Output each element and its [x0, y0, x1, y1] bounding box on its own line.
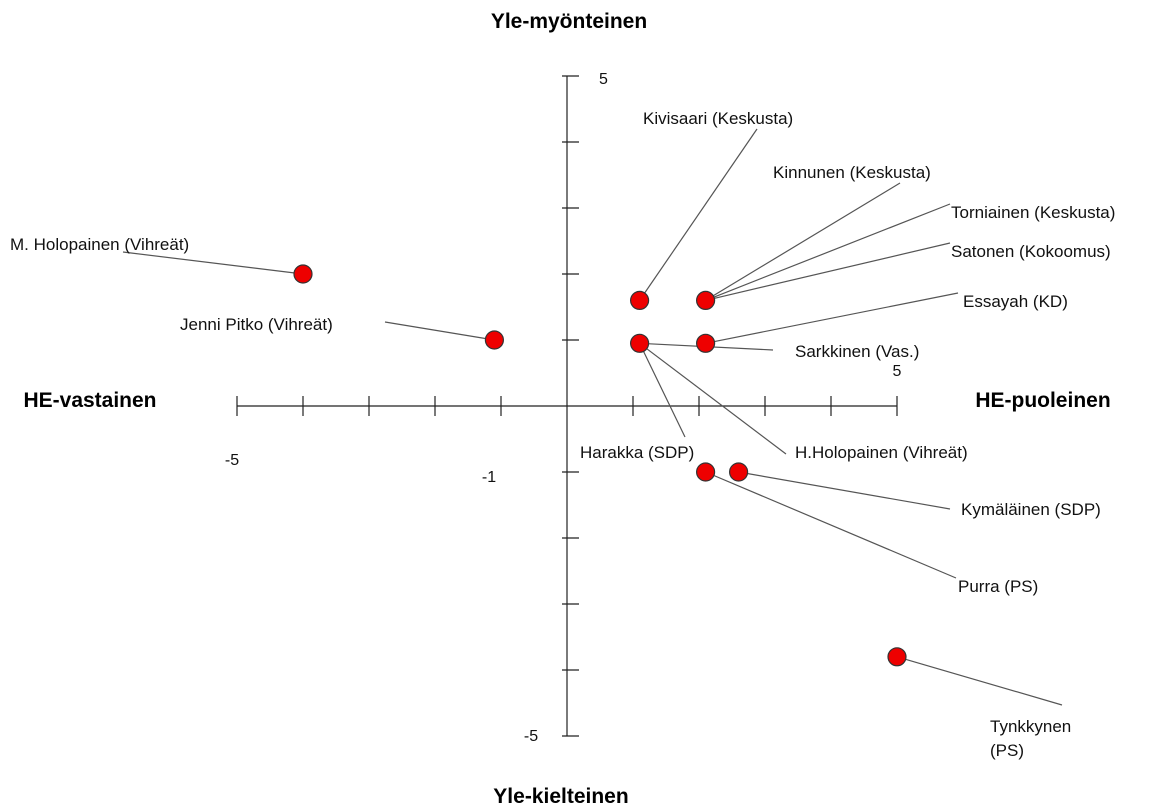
point-label: H.Holopainen (Vihreät)	[795, 443, 968, 462]
data-points	[293, 264, 907, 667]
point-label-line2: (PS)	[990, 741, 1024, 760]
y-tick-label-min: -5	[524, 728, 538, 745]
point-label: Kinnunen (Keskusta)	[773, 163, 931, 182]
data-point	[629, 290, 650, 310]
leader-line	[705, 203, 951, 301]
y-tick-label-minus-one: -1	[482, 469, 496, 486]
point-label: Essayah (KD)	[963, 292, 1068, 311]
point-label: Torniainen (Keskusta)	[951, 203, 1115, 222]
pole-label-left: HE-vastainen	[23, 389, 156, 412]
pole-label-top: Yle-myönteinen	[491, 10, 647, 33]
leader-line	[639, 342, 787, 455]
y-tick-label-max: 5	[599, 71, 608, 88]
leader-line	[122, 251, 304, 275]
data-point	[484, 330, 504, 350]
point-label: Harakka (SDP)	[580, 443, 694, 462]
leader-lines	[122, 128, 1063, 706]
x-tick-label-max: 5	[893, 363, 902, 380]
leader-line	[705, 182, 901, 301]
point-label: Kivisaari (Keskusta)	[643, 109, 793, 128]
pole-label-right: HE-puoleinen	[975, 389, 1110, 412]
point-label: Tynkkynen	[990, 717, 1071, 736]
leader-line	[639, 343, 686, 438]
data-point	[695, 462, 716, 482]
leader-line	[738, 471, 951, 510]
data-point	[728, 462, 749, 482]
data-point	[695, 333, 716, 353]
point-label: Satonen (Kokoomus)	[951, 242, 1111, 261]
leader-line	[639, 128, 758, 301]
point-label: Jenni Pitko (Vihreät)	[180, 315, 333, 334]
leader-line	[705, 242, 951, 301]
leader-line	[384, 321, 495, 341]
point-label: Sarkkinen (Vas.)	[795, 342, 919, 361]
point-label: M. Holopainen (Vihreät)	[10, 235, 189, 254]
leader-line	[705, 292, 959, 344]
data-point	[887, 647, 907, 667]
leader-line	[705, 471, 957, 579]
leader-line	[896, 656, 1063, 706]
data-point	[293, 264, 313, 284]
axes: -5 5 5 -5 -1 Yle-myönteinen Yle-kielteinen HE-v…	[23, 10, 1110, 807]
point-labels: Kivisaari (Keskusta) Kinnunen (Keskusta) T…	[10, 109, 1115, 760]
pole-label-bottom: Yle-kielteinen	[493, 785, 628, 807]
point-label: Kymäläinen (SDP)	[961, 500, 1101, 519]
point-label: Purra (PS)	[958, 577, 1038, 596]
data-point	[629, 333, 650, 353]
x-tick-label-min: -5	[225, 452, 239, 469]
data-point	[695, 290, 716, 310]
